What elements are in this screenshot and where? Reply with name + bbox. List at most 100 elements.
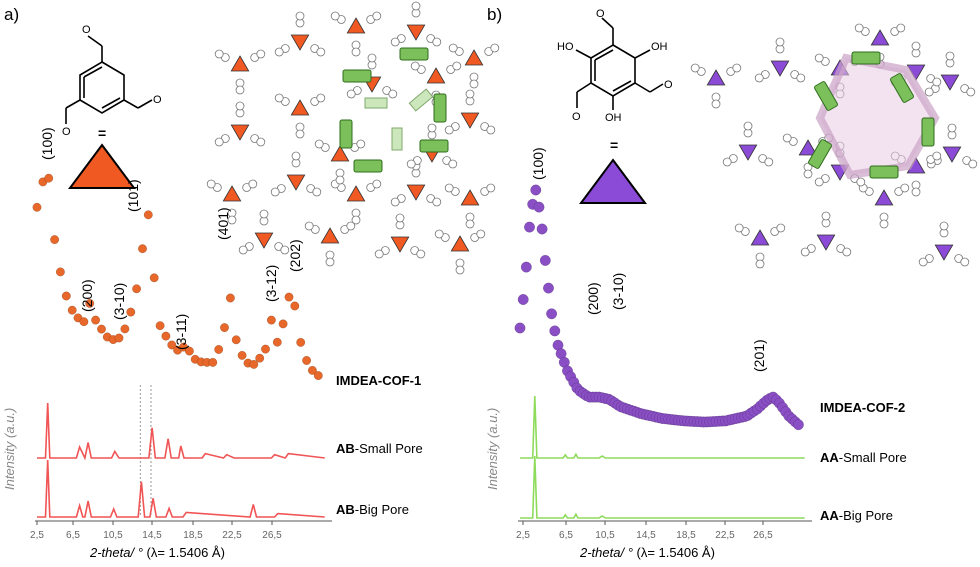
panel-a-data-point [44, 173, 54, 183]
panel-a-data-point [32, 202, 42, 212]
panel-a-data-point [267, 315, 276, 325]
panel-b-molecule [575, 17, 664, 110]
panel-b-x-axis-label: 2-theta/ ° (λ= 1.5406 Å) [579, 545, 715, 560]
panel-a-atom-o1: O [82, 24, 91, 36]
panel-a-data-point [278, 319, 288, 329]
panel-a-framework-node [214, 49, 266, 95]
panel-a-framework-node [434, 229, 486, 275]
panel-a-data-point [61, 291, 71, 301]
panel-a-data-point [231, 335, 241, 345]
panel-b-data-point [524, 221, 535, 233]
panel-a-data-point [214, 345, 224, 354]
panel-b-data-point [793, 419, 804, 431]
panel-a-data-point [155, 321, 165, 331]
panel-b-letter: b) [487, 5, 502, 24]
panel-b-peak-label: (3-10) [610, 273, 626, 310]
panel-b-framework-node [918, 221, 970, 267]
panel-a-framework-image [206, 1, 500, 275]
panel-a-data-point [56, 267, 65, 277]
panel-b-sample-label: IMDEA-COF-2 [820, 400, 905, 415]
panel-a-sample-label: IMDEA-COF-1 [336, 373, 421, 388]
panel-a-peak-label: (100) [39, 127, 55, 160]
panel-b-framework-node [722, 121, 774, 167]
panel-a-data-point [50, 235, 59, 244]
panel-b-x-tick-label: 14,5 [636, 530, 656, 541]
panel-b-data-point [514, 322, 526, 334]
panel-b-x-tick-label: 26,5 [753, 530, 773, 541]
panel-a-x-tick-label: 26,5 [262, 530, 282, 541]
panel-b-framework-node [754, 37, 806, 83]
panel-b-framework-image [690, 23, 978, 269]
panel-a-framework-node [206, 179, 258, 225]
panel-a-peak-label: (3-11) [173, 314, 189, 350]
panel-a-x-tick-label: 2,5 [30, 530, 44, 541]
panel-a-framework-node [270, 151, 322, 197]
panel-b-data-point [533, 201, 545, 213]
panel-b-x-tick-label: 22,5 [715, 530, 735, 541]
panel-a-data-point [226, 293, 235, 303]
panel-b-triangle-icon [579, 158, 647, 204]
panel-b-x-tick-label: 10,5 [595, 530, 615, 541]
panel-a-x-tick-label: 22,5 [222, 530, 242, 541]
panel-a-pore-highlight [339, 47, 449, 173]
panel-a-series-AB-Big Pore [37, 459, 325, 518]
panel-b-peak-label: (201) [751, 339, 767, 372]
panel-b-peak-label: (200) [585, 282, 601, 315]
panel-a-data-point [249, 360, 259, 369]
panel-b-framework-node [690, 63, 742, 109]
panel-a-framework-node [274, 11, 326, 57]
panel-b-trace-label-small: AA-Small Pore [820, 450, 907, 465]
panel-b-peak-label: (100) [530, 147, 546, 180]
panel-b-data-point [530, 184, 542, 196]
panel-b-series-IMDEA-COF-2 [514, 184, 804, 431]
panel-b-atom-ho: HO [557, 41, 574, 53]
panel-a-atom-o3: O [62, 126, 71, 138]
panel-a-data-point [79, 317, 89, 327]
panel-a-triangle-icon [68, 143, 136, 189]
panel-a-atom-o2: O [153, 94, 162, 106]
panel-b-framework-node [734, 223, 786, 269]
panel-a-data-point [284, 292, 294, 302]
panel-b-data-point [543, 282, 554, 294]
panel-a-framework-node [444, 183, 496, 229]
panel-b-equals-sign: = [610, 137, 618, 153]
panel-b-data-point [536, 223, 548, 235]
panel-a-chart: 2,5 6,5 10,5 14,5 18,5 22,5 26,5 2-theta/ ° (λ=… [2, 127, 332, 560]
panel-a-data-point [255, 353, 265, 363]
panel-a-series-AB-Small Pore [37, 402, 325, 461]
panel-a-x-axis-label: 2-theta/ ° (λ= 1.5406 Å) [89, 545, 225, 560]
panel-a-data-point [167, 340, 177, 350]
panel-b-data-point [546, 308, 557, 320]
panel-b-x-tick-label: 18,5 [676, 530, 696, 541]
panel-a-x-tick-label: 10,5 [103, 530, 123, 541]
panel-a: a) O O O = [2, 1, 500, 560]
panel-a-trace-label-big: AB-Big Pore [336, 502, 409, 517]
panel-a-data-point [237, 351, 247, 360]
panel-a-x-tick-label: 14,5 [142, 530, 162, 541]
panel-b-atom-oh-bottom: OH [605, 112, 622, 124]
panel-a-x-tick-label: 18,5 [183, 530, 203, 541]
panel-a-data-point [308, 366, 317, 375]
panel-a-peak-label: (401) [215, 207, 231, 240]
panel-b-atom-o-right: O [664, 79, 673, 91]
panel-b-framework-node [800, 211, 852, 257]
panel-a-data-point [302, 356, 311, 365]
panel-a-series-IMDEA-COF-1 [32, 173, 323, 380]
panel-a-data-point [208, 358, 218, 367]
panel-b-series-AA-Big Pore [520, 455, 805, 519]
panel-b-atom-o-left: O [572, 111, 581, 123]
panel-b-y-axis-label: Intensity (a.u.) [485, 408, 500, 490]
panel-b-data-point [539, 255, 551, 266]
panel-a-framework-node [330, 11, 382, 57]
panel-a-framework-node [374, 213, 426, 259]
panel-a-data-point [143, 210, 153, 220]
panel-a-framework-node [274, 93, 326, 139]
panel-a-framework-node [330, 179, 382, 225]
panel-a-data-point [261, 344, 270, 354]
panel-b-framework-node [924, 51, 976, 97]
panel-b-series-AA-Small Pore [520, 395, 805, 459]
panel-a-peak-label: (101) [125, 179, 141, 212]
panel-a-data-point [85, 299, 95, 308]
panel-a-framework-node [304, 221, 356, 267]
